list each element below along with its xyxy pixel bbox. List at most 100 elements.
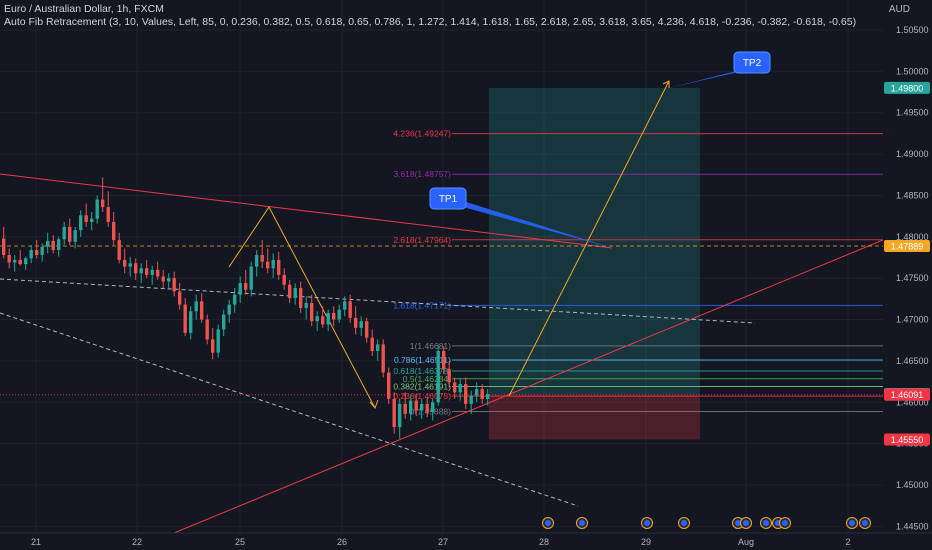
- time-tick-label: 2: [845, 537, 850, 547]
- chart-title: Euro / Australian Dollar, 1h, FXCM: [4, 3, 164, 15]
- event-flag-icon: [760, 517, 772, 529]
- fib-label: 1(1.46681): [410, 341, 451, 351]
- candle-body: [139, 268, 143, 274]
- fib-label: 0.382(1.46191): [393, 381, 451, 391]
- candle-body: [167, 278, 171, 282]
- price-tick-label: 1.49500: [896, 108, 929, 118]
- price-tick-label: 1.44500: [896, 521, 929, 531]
- event-flag-dot: [579, 520, 585, 526]
- resistance-trendline: [0, 173, 613, 249]
- candle-body: [376, 344, 380, 351]
- currency-label: AUD: [888, 4, 910, 15]
- candle-body: [299, 288, 303, 308]
- candle-body: [128, 263, 132, 267]
- candle-body: [480, 389, 484, 399]
- price-tick-label: 1.49000: [896, 149, 929, 159]
- candle-body: [211, 339, 215, 353]
- candle-body: [112, 221, 116, 241]
- trendlines: [0, 80, 884, 534]
- dashed-trendline-upper: [0, 278, 756, 324]
- candle-body: [271, 259, 275, 269]
- candle-body: [13, 259, 17, 263]
- event-flag-dot: [545, 520, 551, 526]
- time-tick-label: Aug: [738, 537, 754, 547]
- fib-label: 0.786(1.46511): [394, 355, 451, 365]
- candle-body: [106, 207, 110, 222]
- time-tick-label: 28: [539, 537, 549, 547]
- event-flag-icon: [576, 517, 588, 529]
- candle-body: [326, 312, 330, 325]
- fib-levels: 4.236(1.49247) 3.618(1.48757) 2.618(1.4796…: [393, 129, 883, 417]
- event-flag-icon: [542, 517, 554, 529]
- candle-body: [354, 317, 358, 328]
- candle-body: [57, 239, 61, 251]
- price-badge-label: 1.45550: [891, 435, 924, 445]
- price-tick-label: 1.47500: [896, 273, 929, 283]
- candle-body: [414, 400, 418, 411]
- time-tick-label: 29: [641, 537, 651, 547]
- time-axis[interactable]: 21 22 25 26 27 28 29 Aug 2: [0, 532, 932, 547]
- candle-body: [370, 337, 374, 351]
- price-tick-label: 1.50000: [896, 66, 929, 76]
- candle-body: [244, 283, 248, 290]
- long-position-tool[interactable]: [489, 87, 700, 440]
- fib-label: 4.236(1.49247): [393, 129, 451, 139]
- candle-body: [117, 240, 121, 260]
- candle-body: [189, 311, 193, 333]
- event-flag-dot: [763, 520, 769, 526]
- tp1-callout-label: TP1: [439, 194, 458, 205]
- price-tick-label: 1.45000: [896, 480, 929, 490]
- candle-body: [365, 321, 369, 338]
- candle-body: [79, 215, 83, 231]
- candle-body: [90, 218, 94, 222]
- fib-label: 2.618(1.47964): [393, 235, 451, 245]
- annotations: TP1 TP2: [429, 51, 771, 248]
- candle-body: [51, 240, 55, 251]
- position-loss-zone: [489, 394, 700, 440]
- candle-body: [194, 301, 198, 312]
- candle-body: [2, 238, 6, 256]
- harmonic-arrowhead: [369, 399, 379, 409]
- candle-body: [200, 301, 204, 320]
- candle-body: [40, 246, 44, 256]
- candle-body: [84, 215, 88, 222]
- candle-body: [436, 350, 440, 403]
- candle-body: [46, 240, 50, 247]
- candle-body: [469, 395, 473, 404]
- event-flag-icon: [641, 517, 653, 529]
- candle-body: [475, 389, 479, 396]
- tp1-callout-box: [429, 187, 467, 210]
- candle-body: [29, 250, 33, 259]
- position-profit-zone: [489, 87, 700, 395]
- candle-body: [403, 403, 407, 414]
- candle-body: [310, 303, 314, 322]
- projection-line: [508, 80, 670, 397]
- tp1-callout-pointer: [452, 200, 612, 248]
- candle-body: [420, 403, 424, 411]
- candle-body: [227, 304, 231, 315]
- price-badge: [884, 81, 930, 94]
- candle-body: [101, 199, 105, 208]
- event-flag-icon: [740, 517, 752, 529]
- indicator-label[interactable]: Auto Fib Retracement (3, 10, Values, Lef…: [4, 16, 857, 28]
- candle-body: [150, 269, 154, 275]
- candle-body: [123, 259, 127, 267]
- candle-body: [35, 250, 39, 256]
- candle-body: [486, 394, 490, 399]
- candle-body: [73, 230, 77, 242]
- candle-body: [431, 402, 435, 413]
- tp1-callout: TP1: [429, 187, 612, 248]
- event-flag-dot: [644, 520, 650, 526]
- candle-body: [222, 314, 226, 330]
- event-flag-icon: [859, 517, 871, 529]
- price-tick-label: 1.48500: [896, 190, 929, 200]
- price-axis[interactable]: 1.50500 1.50000 1.49500 1.49000 1.48500 1.480…: [883, 0, 932, 550]
- time-tick-label: 22: [132, 537, 142, 547]
- candle-body: [293, 288, 297, 299]
- candle-body: [387, 372, 391, 399]
- candle-body: [447, 369, 451, 383]
- event-flag-dot: [862, 520, 868, 526]
- candle-body: [442, 350, 446, 370]
- event-markers[interactable]: [542, 517, 871, 529]
